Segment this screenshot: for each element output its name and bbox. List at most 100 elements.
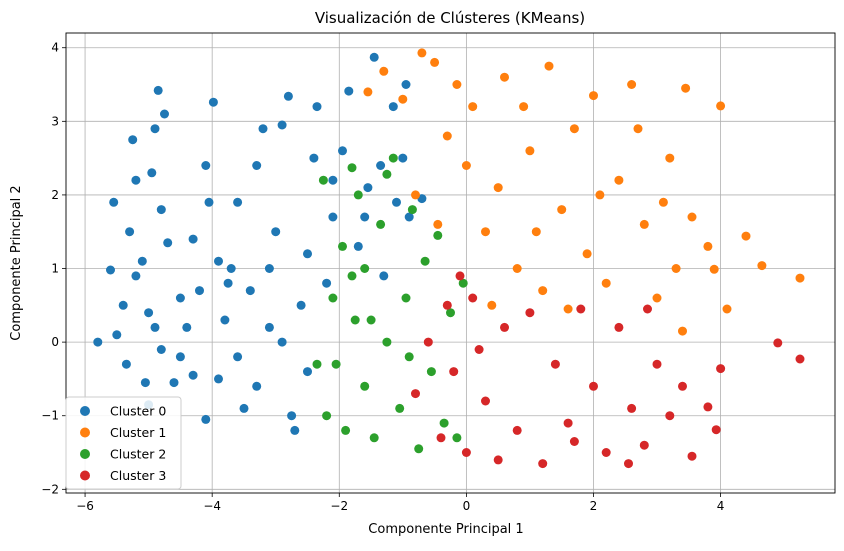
data-point <box>175 352 185 362</box>
data-point <box>569 437 579 446</box>
data-point <box>150 322 160 332</box>
data-point <box>627 403 637 413</box>
data-point <box>687 451 697 461</box>
data-point <box>350 315 360 325</box>
y-axis-label: Componente Principal 2 <box>9 185 24 340</box>
data-point <box>245 286 255 296</box>
data-point <box>182 322 192 332</box>
data-point <box>439 418 449 428</box>
data-point <box>283 91 293 101</box>
data-point <box>468 293 478 303</box>
data-point <box>722 304 732 314</box>
data-point <box>347 271 357 281</box>
data-point <box>461 448 471 457</box>
data-point <box>458 278 468 288</box>
legend-marker <box>80 406 90 416</box>
data-point <box>239 403 249 413</box>
y-tick-label: −2 <box>41 482 59 496</box>
data-point <box>258 124 268 134</box>
data-point <box>481 396 490 406</box>
data-point <box>376 161 386 170</box>
data-point <box>452 80 462 89</box>
data-point <box>461 161 471 170</box>
y-tick-label: 0 <box>51 335 59 349</box>
data-point <box>519 102 529 112</box>
data-point <box>576 304 586 314</box>
data-point <box>525 308 535 318</box>
data-point <box>309 153 319 163</box>
data-point <box>423 337 433 347</box>
data-point <box>223 278 233 288</box>
x-tick-label: 4 <box>717 499 725 513</box>
data-point <box>353 241 363 251</box>
data-point <box>538 459 548 469</box>
data-point <box>360 381 370 391</box>
y-tick-label: 2 <box>51 188 59 202</box>
series-cluster-0 <box>93 52 427 435</box>
data-point <box>153 85 163 95</box>
legend: Cluster 0 Cluster 1 Cluster 2 Cluster 3 <box>65 396 182 490</box>
data-point <box>665 153 675 163</box>
data-point <box>379 271 389 281</box>
data-point <box>493 455 503 465</box>
x-tick-label: −4 <box>203 499 221 513</box>
y-axis-ticks: −2 −1 0 1 2 3 4 <box>41 41 66 496</box>
y-tick-label: 3 <box>51 114 59 128</box>
data-point <box>382 169 392 179</box>
data-point <box>188 370 198 380</box>
data-point <box>582 249 592 259</box>
data-point <box>163 238 173 248</box>
data-point <box>277 337 287 347</box>
data-point <box>652 293 662 303</box>
data-point <box>125 227 135 237</box>
data-point <box>392 197 401 207</box>
data-point <box>188 234 198 244</box>
data-point <box>407 205 417 215</box>
data-point <box>360 264 370 273</box>
data-point <box>639 219 649 229</box>
data-point <box>363 183 373 193</box>
data-point <box>331 359 341 369</box>
grid-lines <box>66 33 835 493</box>
data-point <box>795 354 805 364</box>
data-point <box>544 61 554 71</box>
data-point <box>214 374 223 384</box>
legend-marker <box>80 427 90 438</box>
data-point <box>140 378 150 388</box>
data-point <box>531 227 541 237</box>
data-point <box>633 124 643 134</box>
data-point <box>624 459 633 469</box>
legend-marker <box>80 470 90 481</box>
data-point <box>341 425 351 435</box>
data-point <box>150 124 160 134</box>
x-axis-ticks: −6 −4 −2 0 2 4 <box>76 493 724 513</box>
data-point <box>121 359 131 369</box>
data-point <box>601 278 611 288</box>
data-point <box>382 337 392 347</box>
data-point <box>414 444 424 454</box>
data-point <box>563 418 573 428</box>
data-point <box>550 359 560 369</box>
data-point <box>201 161 211 170</box>
series-cluster-1 <box>363 48 805 336</box>
data-point <box>436 433 446 443</box>
data-point <box>338 146 347 156</box>
data-point <box>557 205 567 215</box>
data-point <box>442 300 452 310</box>
data-point <box>264 264 274 273</box>
data-point <box>252 381 262 391</box>
data-point <box>214 256 223 266</box>
data-point <box>474 345 484 354</box>
data-point <box>93 337 103 347</box>
data-point <box>487 300 497 310</box>
data-point <box>643 304 652 314</box>
data-point <box>404 212 414 222</box>
x-axis-label: Componente Principal 1 <box>368 522 523 537</box>
data-point <box>137 256 147 266</box>
data-point <box>388 153 398 163</box>
data-point <box>312 359 322 369</box>
data-point <box>106 265 115 275</box>
data-point <box>455 271 465 281</box>
data-point <box>376 219 386 229</box>
